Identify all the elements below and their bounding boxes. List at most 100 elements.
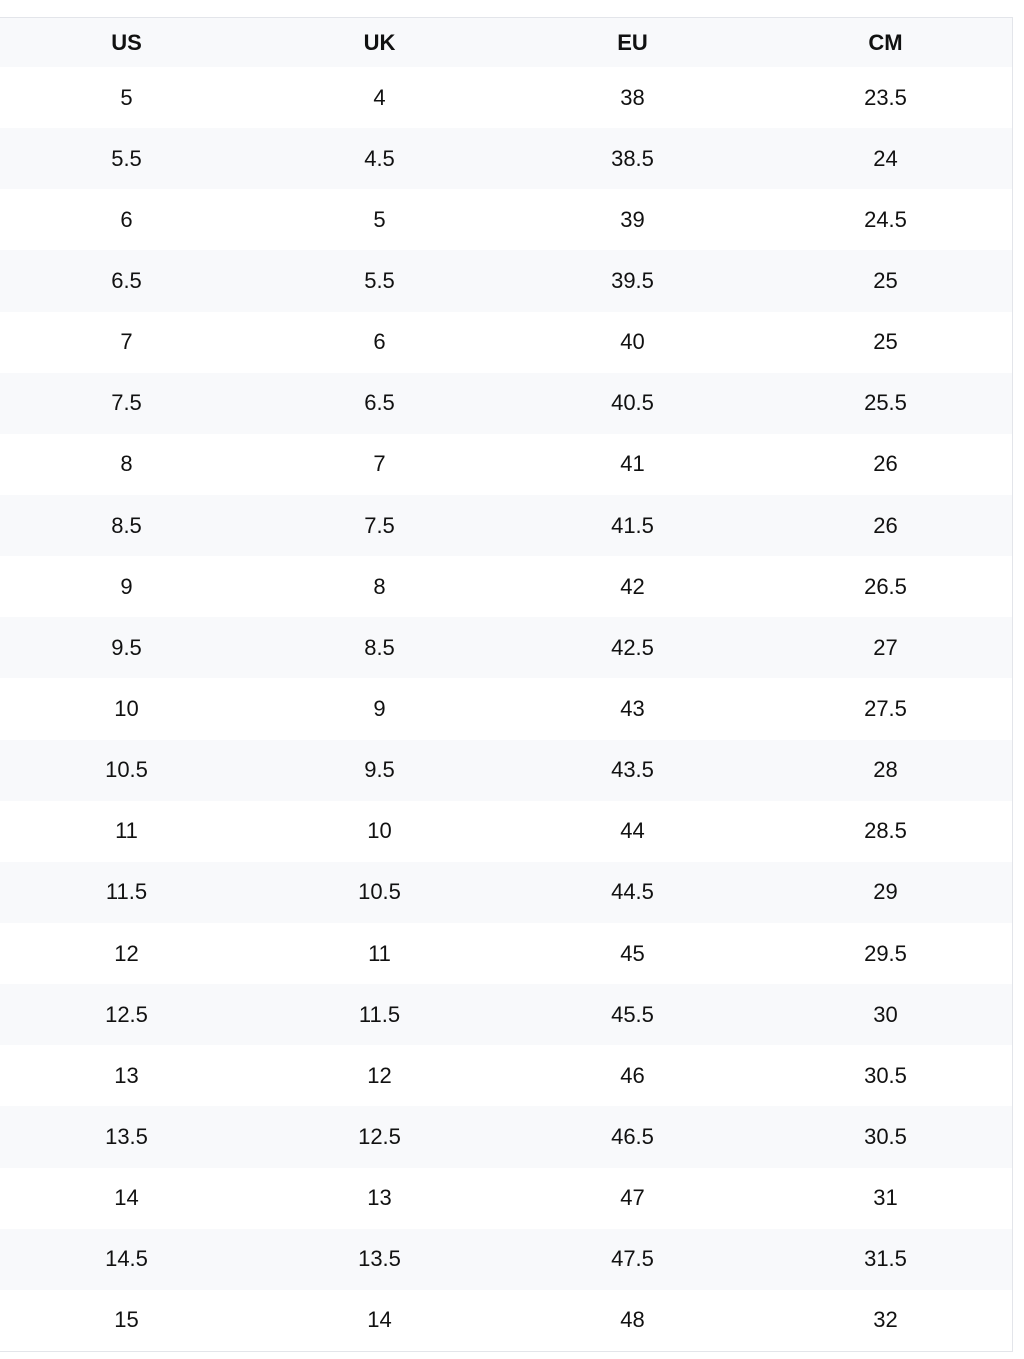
cell-uk: 9.5 <box>364 757 395 783</box>
cell-cm: 27.5 <box>864 695 907 721</box>
cell-cm: 28.5 <box>864 818 907 844</box>
cell-uk: 8 <box>373 573 386 599</box>
cell-us: 9.5 <box>111 634 142 660</box>
cell-us: 8 <box>120 451 133 477</box>
cell-eu: 39.5 <box>611 267 654 293</box>
cell-eu: 46 <box>620 1062 645 1088</box>
cell-uk: 4 <box>373 84 386 110</box>
table-body: 5 4 38 23.5 5.5 4.5 38.5 24 6 5 39 24.5 6.5 5.5 39.5 25… <box>0 67 1012 1351</box>
table-row: 10.5 9.5 43.5 28 <box>0 739 1012 801</box>
cell-us: 14.5 <box>105 1246 148 1272</box>
cell-eu: 42 <box>620 573 645 599</box>
cell-us: 13.5 <box>105 1123 148 1149</box>
table-row: 13 12 46 30.5 <box>0 1045 1012 1106</box>
cell-us: 7.5 <box>111 390 142 416</box>
cell-uk: 13.5 <box>358 1246 401 1272</box>
table-row: 14 13 47 31 <box>0 1168 1012 1229</box>
table-row: 10 9 43 27.5 <box>0 678 1012 739</box>
cell-cm: 25.5 <box>864 390 907 416</box>
header-us: US <box>111 29 142 55</box>
cell-cm: 30 <box>873 1001 898 1027</box>
table-row: 11 10 44 28.5 <box>0 801 1012 862</box>
cell-eu: 47.5 <box>611 1246 654 1272</box>
cell-uk: 4.5 <box>364 145 395 171</box>
cell-uk: 10.5 <box>358 879 401 905</box>
cell-us: 10.5 <box>105 757 148 783</box>
cell-eu: 44.5 <box>611 879 654 905</box>
header-cm: CM <box>868 29 903 55</box>
cell-us: 7 <box>120 329 133 355</box>
cell-eu: 40.5 <box>611 390 654 416</box>
cell-us: 8.5 <box>111 512 142 538</box>
cell-cm: 28 <box>873 757 898 783</box>
cell-uk: 6.5 <box>364 390 395 416</box>
cell-uk: 6 <box>373 329 386 355</box>
cell-us: 13 <box>114 1062 139 1088</box>
cell-eu: 38 <box>620 84 645 110</box>
cell-cm: 26 <box>873 451 898 477</box>
cell-cm: 30.5 <box>864 1062 907 1088</box>
table-row: 8.5 7.5 41.5 26 <box>0 494 1012 557</box>
header-uk: UK <box>363 29 396 55</box>
cell-eu: 48 <box>620 1307 645 1333</box>
table-row: 13.5 12.5 46.5 30.5 <box>0 1106 1012 1168</box>
cell-us: 10 <box>114 695 139 721</box>
cell-us: 11 <box>115 818 138 844</box>
cell-eu: 39 <box>620 206 645 232</box>
cell-uk: 11.5 <box>358 1001 401 1027</box>
cell-eu: 47 <box>620 1185 645 1211</box>
cell-cm: 31 <box>873 1185 898 1211</box>
table-row: 6.5 5.5 39.5 25 <box>0 250 1012 312</box>
cell-eu: 38.5 <box>611 145 654 171</box>
cell-cm: 26 <box>873 512 898 538</box>
table-row: 11.5 10.5 44.5 29 <box>0 861 1012 923</box>
cell-uk: 7.5 <box>364 512 395 538</box>
cell-cm: 24 <box>873 145 898 171</box>
cell-cm: 24.5 <box>864 206 907 232</box>
cell-uk: 8.5 <box>364 634 395 660</box>
cell-us: 9 <box>120 573 133 599</box>
cell-eu: 40 <box>620 329 645 355</box>
cell-uk: 10 <box>367 818 392 844</box>
table-row: 7.5 6.5 40.5 25.5 <box>0 372 1012 434</box>
cell-us: 5.5 <box>111 145 142 171</box>
cell-eu: 42.5 <box>611 634 654 660</box>
cell-cm: 31.5 <box>864 1246 907 1272</box>
cell-cm: 30.5 <box>864 1123 907 1149</box>
cell-us: 11.5 <box>105 879 148 905</box>
table-row: 9.5 8.5 42.5 27 <box>0 617 1012 679</box>
cell-cm: 29 <box>873 879 898 905</box>
table-row: 8 7 41 26 <box>0 434 1012 495</box>
table-row: 7 6 40 25 <box>0 312 1012 373</box>
cell-cm: 23.5 <box>864 84 907 110</box>
cell-us: 5 <box>120 84 133 110</box>
cell-cm: 25 <box>873 329 898 355</box>
table-row: 9 8 42 26.5 <box>0 556 1012 617</box>
cell-eu: 45 <box>620 940 645 966</box>
cell-eu: 43.5 <box>611 757 654 783</box>
table-row: 5 4 38 23.5 <box>0 67 1012 128</box>
cell-us: 6 <box>120 206 133 232</box>
header-eu: EU <box>617 29 648 55</box>
cell-cm: 26.5 <box>864 573 907 599</box>
cell-eu: 44 <box>620 818 645 844</box>
cell-eu: 43 <box>620 695 645 721</box>
cell-us: 12 <box>114 940 139 966</box>
cell-eu: 45.5 <box>611 1001 654 1027</box>
cell-uk: 7 <box>373 451 386 477</box>
cell-uk: 11 <box>368 940 391 966</box>
cell-eu: 41 <box>620 451 645 477</box>
cell-uk: 9 <box>373 695 386 721</box>
table-row: 5.5 4.5 38.5 24 <box>0 128 1012 190</box>
cell-cm: 29.5 <box>864 940 907 966</box>
cell-cm: 27 <box>873 634 898 660</box>
cell-eu: 46.5 <box>611 1123 654 1149</box>
cell-eu: 41.5 <box>611 512 654 538</box>
table-row: 12.5 11.5 45.5 30 <box>0 984 1012 1046</box>
table-row: 6 5 39 24.5 <box>0 189 1012 250</box>
cell-cm: 32 <box>873 1307 898 1333</box>
cell-uk: 13 <box>367 1185 392 1211</box>
table-row: 15 14 48 32 <box>0 1290 1012 1351</box>
cell-uk: 12 <box>367 1062 392 1088</box>
table-header: US UK EU CM <box>0 18 1012 67</box>
